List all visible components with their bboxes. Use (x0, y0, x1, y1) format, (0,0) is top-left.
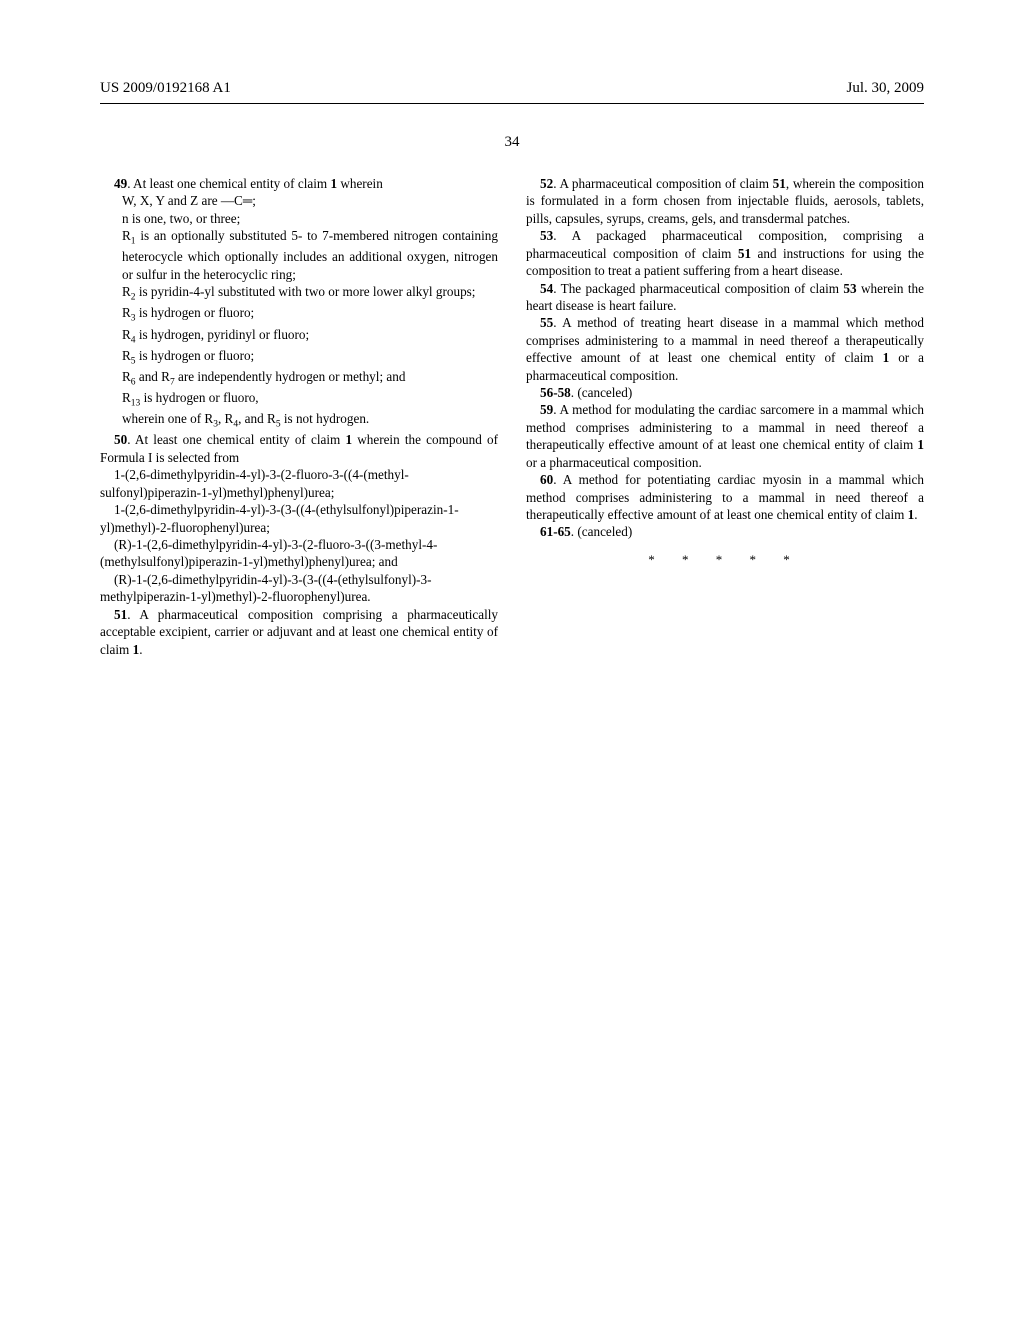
claim-49-limitations: W, X, Y and Z are —C═; n is one, two, or… (122, 192, 498, 431)
text: . At least one chemical entity of claim (127, 432, 345, 447)
publication-date: Jul. 30, 2009 (846, 80, 924, 97)
text: is hydrogen or fluoro, (140, 390, 258, 405)
claim-ref: 1 (917, 437, 924, 452)
claim-number: 56-58 (540, 385, 571, 400)
text: . A method for potentiating cardiac myos… (526, 472, 924, 522)
claim-ref: 51 (773, 176, 786, 191)
text: is an optionally substituted 5- to 7-mem… (122, 228, 498, 282)
header-rule (100, 103, 924, 104)
compound-item: 1-(2,6-dimethylpyridin-4-yl)-3-(2-fluoro… (100, 466, 498, 501)
text: is hydrogen or fluoro; (136, 348, 255, 363)
text: . A method for modulating the cardiac sa… (526, 402, 924, 452)
text: R (122, 284, 131, 299)
text: . (canceled) (571, 385, 633, 400)
claim-ref: 51 (738, 246, 751, 261)
text: are independently hydrogen or methyl; an… (175, 369, 406, 384)
claim-number: 53 (540, 228, 553, 243)
text: . The packaged pharmaceutical compositio… (553, 281, 843, 296)
limitation: n is one, two, or three; (122, 210, 498, 227)
text: and R (136, 369, 170, 384)
claim-number: 55 (540, 315, 553, 330)
subscript: 13 (131, 399, 141, 409)
limitation: W, X, Y and Z are —C═; (122, 192, 498, 209)
claim-51: 51. A pharmaceutical composition compris… (100, 606, 498, 658)
left-column: 49. At least one chemical entity of clai… (100, 175, 498, 658)
text: . A pharmaceutical composition comprisin… (100, 607, 498, 657)
publication-number: US 2009/0192168 A1 (100, 80, 231, 97)
claim-number: 51 (114, 607, 127, 622)
patent-page: US 2009/0192168 A1 Jul. 30, 2009 34 49. … (0, 0, 1024, 1320)
page-header: US 2009/0192168 A1 Jul. 30, 2009 (100, 80, 924, 97)
claim-52: 52. A pharmaceutical composition of clai… (526, 175, 924, 227)
text: . (canceled) (571, 524, 633, 539)
claim-number: 50 (114, 432, 127, 447)
text: R (122, 327, 131, 342)
text: . A pharmaceutical composition of claim (553, 176, 772, 191)
compound-item: 1-(2,6-dimethylpyridin-4-yl)-3-(3-((4-(e… (100, 501, 498, 536)
claim-54: 54. The packaged pharmaceutical composit… (526, 280, 924, 315)
text: wherein one of R (122, 411, 213, 426)
claims-56-58: 56-58. (canceled) (526, 384, 924, 401)
text: R (122, 228, 131, 243)
text: R (122, 305, 131, 320)
text: , R (218, 411, 233, 426)
limitation: R1 is an optionally substituted 5- to 7-… (122, 227, 498, 283)
right-column: 52. A pharmaceutical composition of clai… (526, 175, 924, 658)
claim-number: 59 (540, 402, 553, 417)
claim-60: 60. A method for potentiating cardiac my… (526, 471, 924, 523)
claim-49: 49. At least one chemical entity of clai… (100, 175, 498, 192)
limitation: R4 is hydrogen, pyridinyl or fluoro; (122, 326, 498, 347)
claim-number: 52 (540, 176, 553, 191)
limitation: R2 is pyridin-4-yl substituted with two … (122, 283, 498, 304)
text: R (122, 390, 131, 405)
claims-61-65: 61-65. (canceled) (526, 523, 924, 540)
end-stars: * * * * * (526, 551, 924, 568)
claim-53: 53. A packaged pharmaceutical compositio… (526, 227, 924, 279)
limitation: R13 is hydrogen or fluoro, (122, 389, 498, 410)
claim-number: 49 (114, 176, 127, 191)
compound-item: (R)-1-(2,6-dimethylpyridin-4-yl)-3-(2-fl… (100, 536, 498, 571)
claim-number: 60 (540, 472, 553, 487)
claim-number: 61-65 (540, 524, 571, 539)
text: . At least one chemical entity of claim (127, 176, 330, 191)
text: is hydrogen, pyridinyl or fluoro; (136, 327, 310, 342)
limitation: R3 is hydrogen or fluoro; (122, 304, 498, 325)
claim-55: 55. A method of treating heart disease i… (526, 314, 924, 384)
column-container: 49. At least one chemical entity of clai… (100, 175, 924, 658)
claim-50: 50. At least one chemical entity of clai… (100, 431, 498, 466)
compound-item: (R)-1-(2,6-dimethylpyridin-4-yl)-3-(3-((… (100, 571, 498, 606)
text: wherein (337, 176, 383, 191)
claim-number: 54 (540, 281, 553, 296)
limitation: wherein one of R3, R4, and R5 is not hyd… (122, 410, 498, 431)
text: is hydrogen or fluoro; (136, 305, 255, 320)
limitation: R5 is hydrogen or fluoro; (122, 347, 498, 368)
text: . (139, 642, 142, 657)
text: is pyridin-4-yl substituted with two or … (136, 284, 476, 299)
text: or a pharmaceutical composition. (526, 455, 702, 470)
claim-ref: 53 (843, 281, 856, 296)
text: . A method of treating heart disease in … (526, 315, 924, 365)
page-number: 34 (100, 134, 924, 151)
text: R (122, 348, 131, 363)
limitation: R6 and R7 are independently hydrogen or … (122, 368, 498, 389)
text: . (914, 507, 917, 522)
text: R (122, 369, 131, 384)
text: is not hydrogen. (281, 411, 370, 426)
text: , and R (238, 411, 276, 426)
claim-59: 59. A method for modulating the cardiac … (526, 401, 924, 471)
